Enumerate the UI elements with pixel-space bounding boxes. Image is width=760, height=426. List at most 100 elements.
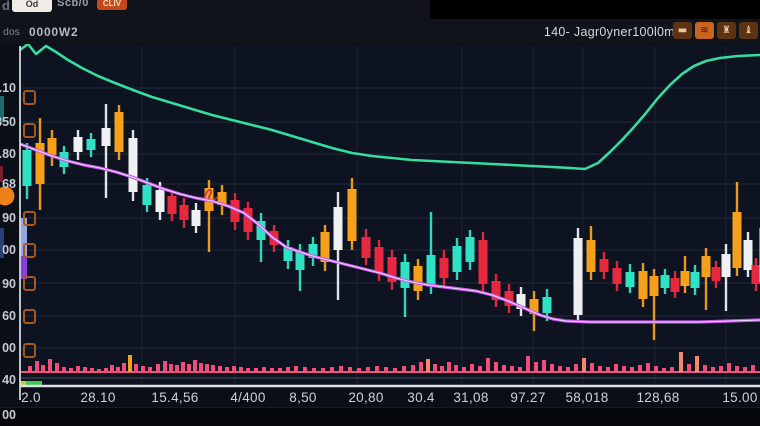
candle-body-red	[670, 278, 680, 292]
ma-slow-line-core	[19, 143, 760, 323]
y-axis-label: .80	[0, 147, 16, 161]
candle-body-white	[101, 128, 111, 146]
volume-bar	[116, 367, 120, 372]
volume-bar	[526, 356, 530, 372]
volume-bar	[411, 365, 415, 372]
y-axis-label: .10	[0, 81, 16, 95]
candle-body-red	[504, 291, 514, 306]
candle-body-red	[230, 200, 240, 222]
x-axis-label: 30.4	[407, 390, 435, 405]
volume-bar	[55, 363, 59, 372]
volume-bar	[218, 366, 222, 372]
x-axis-label: 8,50	[289, 390, 317, 405]
x-axis-label: 58,018	[565, 390, 609, 405]
candle-body-white	[743, 240, 753, 270]
y-axis-label: 60	[2, 309, 16, 323]
volume-bar	[393, 368, 397, 372]
volume-bar	[662, 368, 666, 372]
volume-bar	[134, 364, 138, 372]
volume-bar	[494, 362, 498, 372]
candlestick-chart-icon[interactable]: ≋	[695, 22, 714, 39]
candle-body-orange	[35, 143, 45, 184]
bottom-panel-strip	[0, 407, 760, 426]
volume-bar	[440, 366, 444, 372]
candle-body-white	[128, 138, 138, 192]
volume-bar	[638, 365, 642, 372]
volume-bar	[590, 363, 594, 372]
candle-body-cyan	[308, 244, 318, 258]
candle-body-orange	[413, 266, 423, 291]
volume-bar	[727, 363, 731, 372]
volume-bar	[232, 366, 236, 372]
volume-bar	[254, 368, 258, 372]
candle-body-cyan	[86, 139, 96, 150]
candle-body-cyan	[660, 275, 670, 288]
volume-bar	[169, 364, 173, 372]
volume-bar	[35, 361, 39, 372]
y-axis-label: 00	[2, 408, 16, 422]
candle-body-cyan	[400, 262, 410, 288]
volume-bar	[246, 368, 250, 372]
x-axis-label: 4/400	[230, 390, 266, 405]
volume-bar	[550, 364, 554, 372]
volume-bar	[719, 366, 723, 372]
volume-bar	[28, 366, 32, 372]
axis-violet-strip	[20, 256, 27, 279]
y-axis: .10 850 .80 68 90 00 90 60 00 40 00	[0, 0, 17, 426]
candle-body-cyan	[452, 246, 462, 272]
volume-bar	[294, 366, 298, 372]
volume-bar	[187, 364, 191, 372]
y-axis-label: 90	[2, 277, 16, 291]
brush-icon[interactable]: ♝	[739, 22, 758, 39]
candle-body-cyan	[22, 150, 32, 186]
volume-bar	[110, 365, 114, 372]
volume-bar	[122, 363, 126, 372]
candle-body-red	[711, 267, 721, 281]
candle-body-cyan	[256, 221, 266, 240]
volume-bar	[104, 368, 108, 372]
white-button[interactable]: Od	[12, 0, 52, 12]
candle-body-cyan	[542, 297, 552, 313]
axis-marker-square	[23, 343, 36, 358]
monitor-icon[interactable]: ▬	[673, 22, 692, 39]
volume-bar	[83, 367, 87, 372]
volume-bar	[566, 367, 570, 372]
castle-icon[interactable]: ♜	[717, 22, 736, 39]
orange-button[interactable]: CLIV	[97, 0, 127, 10]
volume-bar	[695, 356, 699, 372]
volume-bar	[751, 365, 755, 372]
candle-body-orange	[320, 232, 330, 262]
header-bar: d Od Scb/0 CLIV dos 0000W2 140- Jagr0yne…	[0, 0, 760, 44]
header-dark-band	[430, 0, 760, 19]
x-axis-label: 31,08	[453, 390, 489, 405]
left-edge-blue-fragment	[0, 228, 4, 258]
x-axis-label: 28.10	[80, 390, 116, 405]
volume-bar	[270, 368, 274, 372]
volume-bar	[69, 368, 73, 372]
y-axis-label: 850	[0, 115, 16, 129]
volume-bar	[384, 367, 388, 372]
candle-body-red	[374, 247, 384, 272]
volume-bar	[321, 368, 325, 372]
candle-body-cyan	[283, 247, 293, 261]
candle-body-white	[73, 137, 83, 152]
candle-body-red	[612, 268, 622, 284]
volume-bar	[606, 367, 610, 372]
candle-body-red	[167, 196, 177, 214]
volume-bar	[148, 367, 152, 372]
volume-bar	[76, 366, 80, 372]
volume-bar	[357, 368, 361, 372]
candle-body-orange	[732, 212, 742, 268]
candle-body-white	[573, 238, 583, 315]
candle-body-red	[361, 237, 371, 258]
volume-bar	[478, 366, 482, 372]
volume-bar	[630, 367, 634, 372]
ma-fast-line	[19, 42, 760, 171]
candle-body-orange	[701, 256, 711, 277]
volume-bar	[542, 360, 546, 372]
candle-body-red	[599, 259, 609, 272]
volume-bar	[348, 367, 352, 372]
volume-bar	[199, 363, 203, 372]
volume-bar	[375, 366, 379, 372]
